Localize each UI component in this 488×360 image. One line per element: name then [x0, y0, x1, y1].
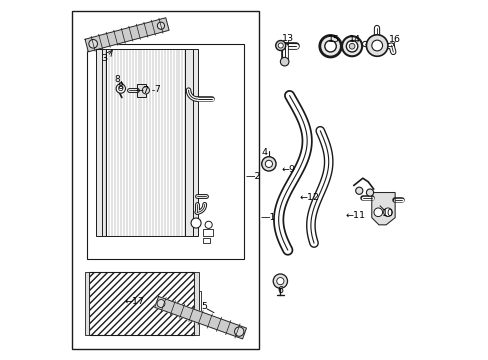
Bar [198, 291, 201, 316]
Bar [72, 12, 258, 348]
Circle shape [142, 87, 149, 94]
Bar [85, 272, 88, 335]
Circle shape [346, 41, 357, 52]
Text: 8: 8 [114, 75, 120, 84]
Text: 7: 7 [154, 85, 160, 94]
Circle shape [89, 40, 97, 48]
Text: 16: 16 [388, 35, 400, 44]
Text: ←12: ←12 [299, 193, 319, 202]
Text: ←11: ←11 [345, 211, 365, 220]
Bar [194, 272, 198, 335]
Text: 6: 6 [277, 286, 283, 295]
Text: 4: 4 [261, 148, 266, 157]
Circle shape [373, 208, 382, 217]
Circle shape [341, 36, 362, 56]
Circle shape [234, 327, 244, 336]
Circle shape [191, 218, 201, 228]
Polygon shape [154, 297, 246, 339]
Circle shape [157, 22, 164, 29]
Text: 13: 13 [281, 34, 293, 43]
Text: 5: 5 [201, 302, 207, 311]
Text: ←9: ←9 [281, 166, 295, 175]
Text: —1: —1 [260, 213, 276, 222]
Bar [102, 49, 106, 235]
Bar [88, 272, 194, 335]
Circle shape [366, 35, 387, 56]
Circle shape [273, 274, 287, 288]
Text: ←17: ←17 [124, 297, 144, 306]
Circle shape [157, 300, 164, 307]
Polygon shape [371, 193, 394, 225]
Circle shape [276, 278, 284, 285]
Bar [106, 49, 185, 235]
Text: —2: —2 [245, 172, 261, 181]
Text: 15: 15 [327, 35, 339, 44]
Circle shape [275, 41, 285, 50]
Circle shape [261, 157, 276, 171]
Bar [193, 49, 197, 235]
Circle shape [119, 86, 122, 91]
Bar [86, 44, 244, 259]
Polygon shape [85, 18, 169, 52]
Bar [96, 49, 102, 235]
Bar [203, 229, 213, 235]
Circle shape [204, 221, 212, 228]
Circle shape [383, 208, 391, 217]
Circle shape [348, 43, 354, 49]
Circle shape [324, 41, 336, 52]
Circle shape [366, 189, 373, 196]
Text: 3: 3 [102, 54, 107, 63]
Bar [137, 84, 145, 97]
Bar [203, 238, 209, 243]
Circle shape [355, 187, 362, 194]
Circle shape [116, 84, 125, 93]
Text: 10: 10 [381, 209, 393, 218]
Text: ←7: ←7 [135, 86, 149, 95]
Circle shape [319, 36, 341, 57]
Circle shape [278, 43, 283, 48]
Text: 14: 14 [348, 35, 360, 44]
Circle shape [280, 57, 288, 66]
Bar [185, 49, 193, 235]
Circle shape [371, 40, 382, 51]
Circle shape [265, 160, 272, 167]
Text: 8: 8 [118, 82, 123, 91]
